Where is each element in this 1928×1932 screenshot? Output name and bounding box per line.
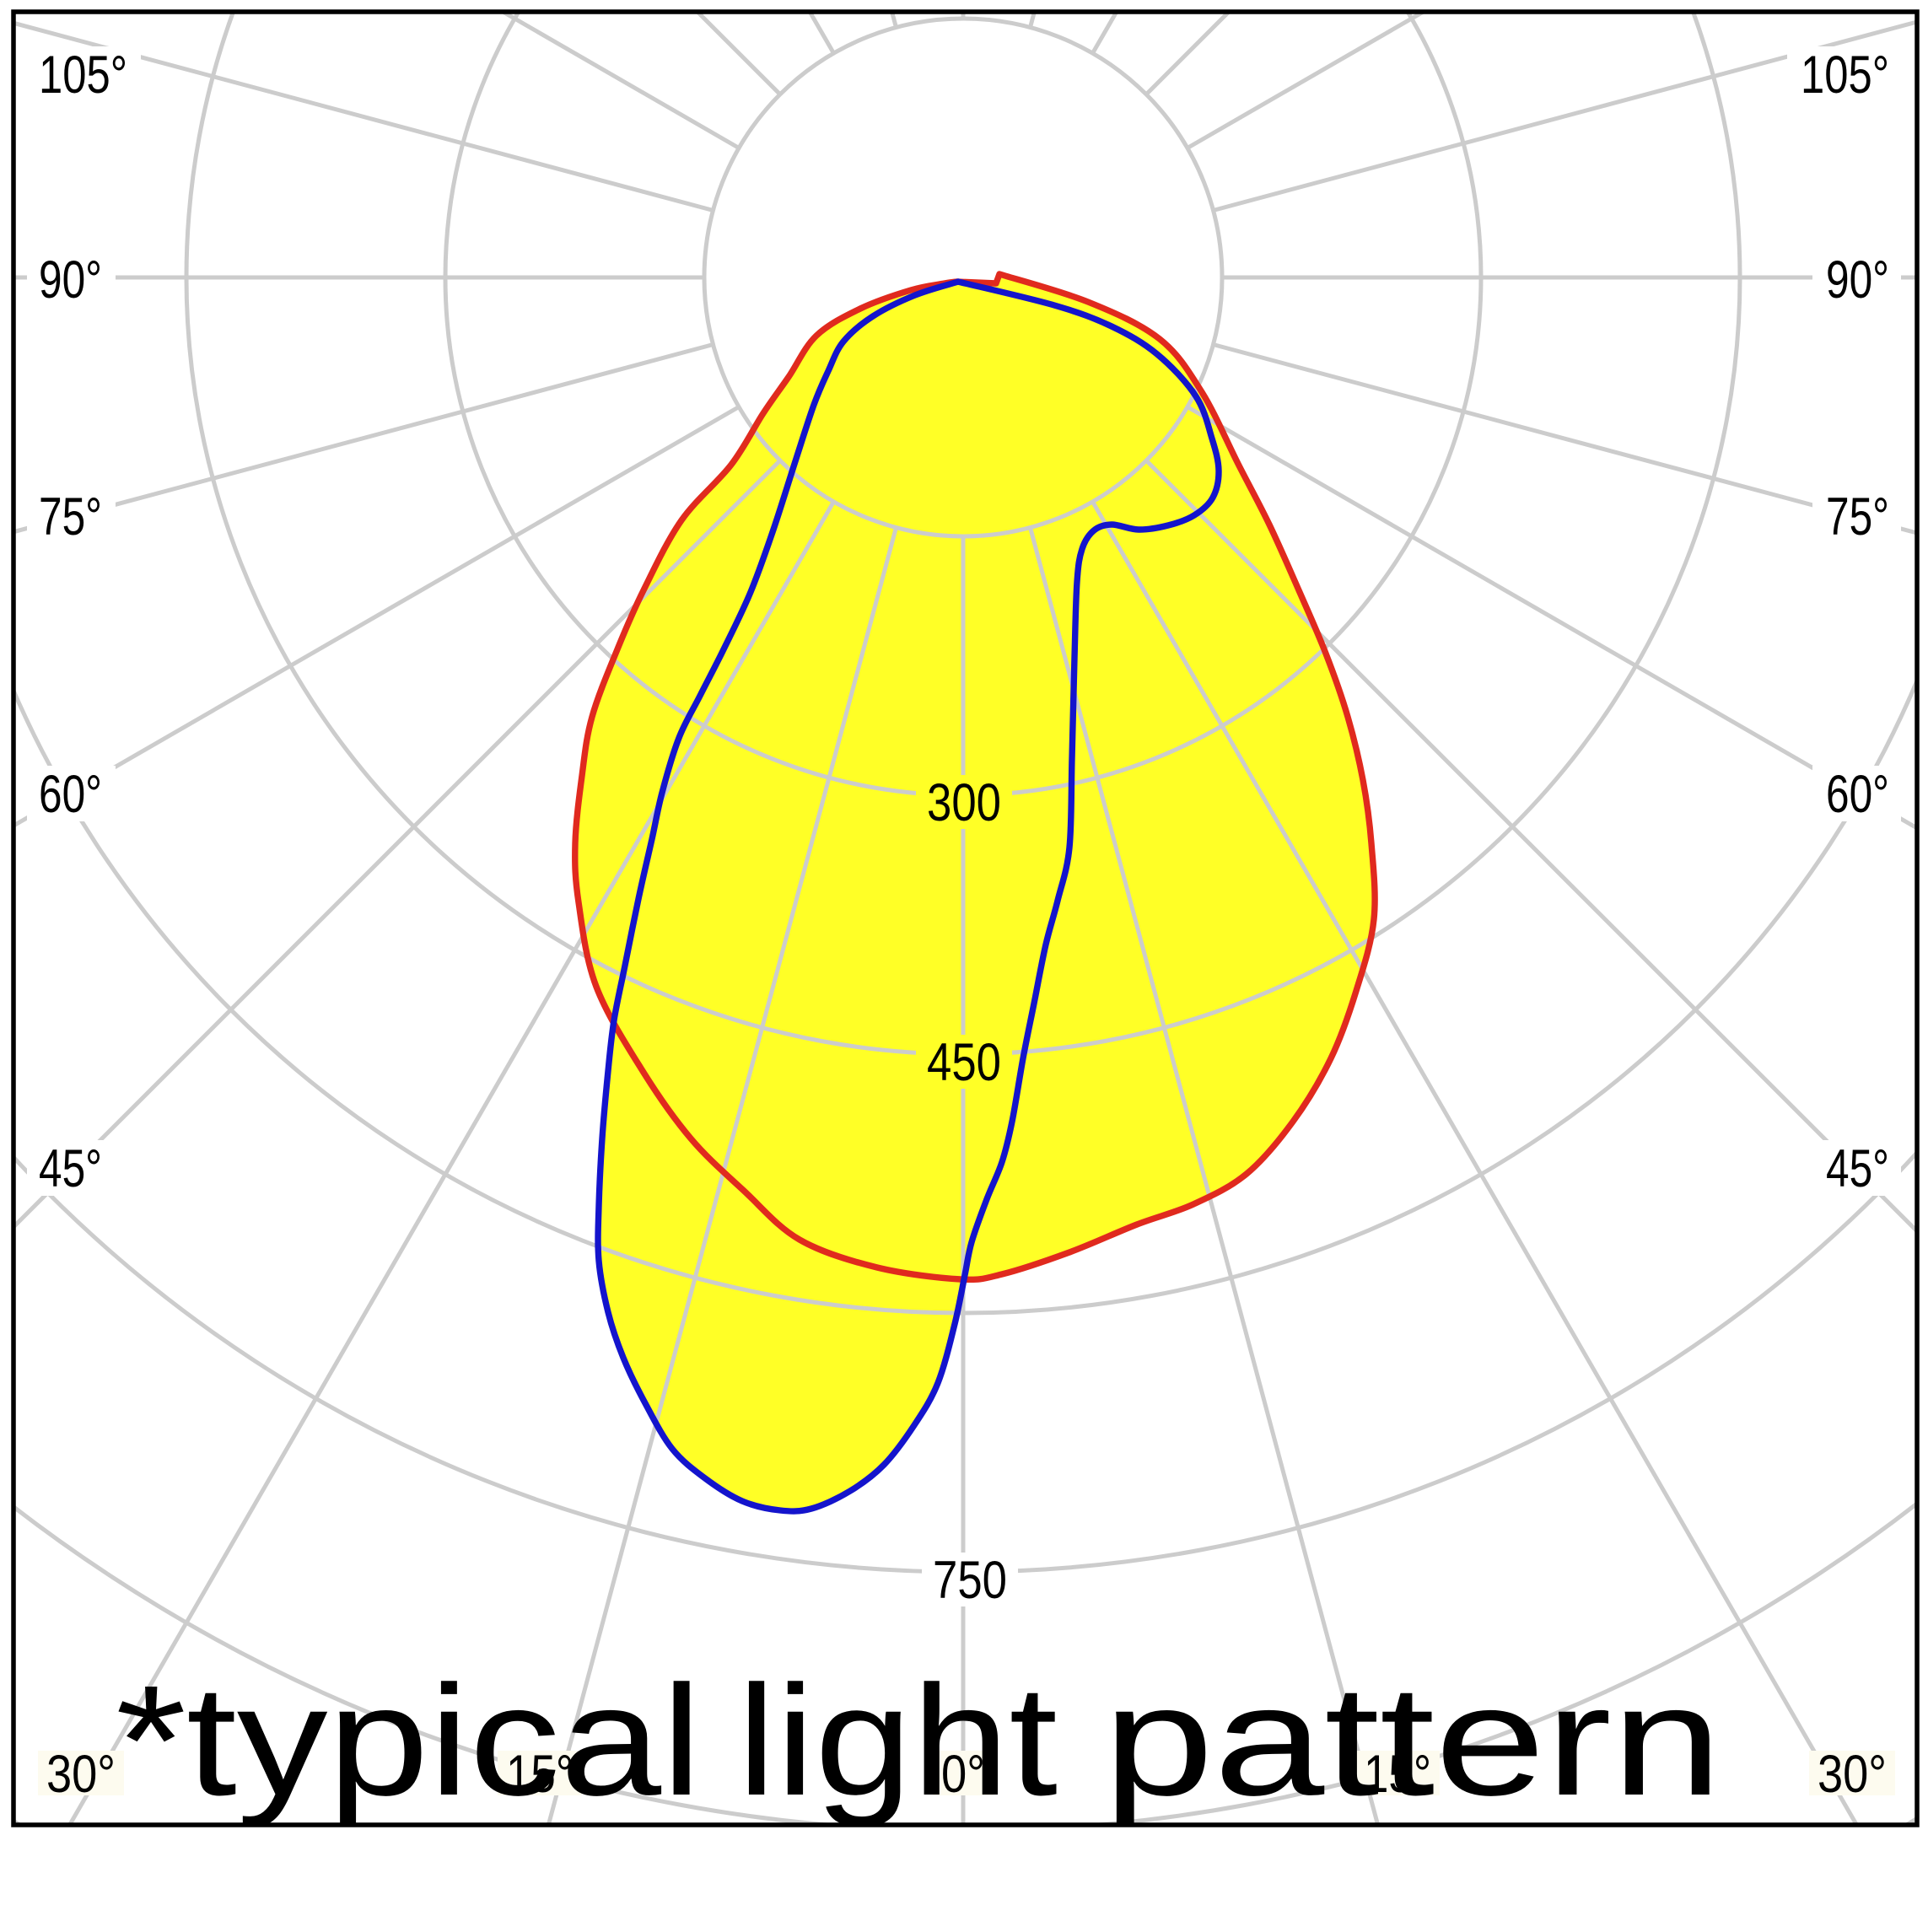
svg-text:60°: 60°: [39, 765, 102, 824]
svg-text:30°: 30°: [46, 1745, 116, 1804]
svg-text:60°: 60°: [1826, 765, 1889, 824]
svg-text:75°: 75°: [1826, 487, 1889, 546]
svg-text:75°: 75°: [39, 487, 102, 546]
svg-text:light: light: [737, 1654, 1058, 1828]
svg-text:pattern: pattern: [1103, 1654, 1722, 1828]
svg-text:30°: 30°: [1818, 1745, 1887, 1804]
svg-text:45°: 45°: [39, 1139, 102, 1198]
svg-text:45°: 45°: [1826, 1139, 1889, 1198]
svg-text:300: 300: [927, 773, 1001, 832]
svg-text:90°: 90°: [1826, 250, 1889, 309]
svg-text:750: 750: [933, 1551, 1007, 1610]
svg-text:*typical: *typical: [116, 1654, 702, 1828]
svg-text:105°: 105°: [1801, 46, 1889, 105]
svg-text:450: 450: [927, 1033, 1001, 1092]
svg-text:105°: 105°: [39, 46, 127, 105]
svg-text:90°: 90°: [39, 250, 102, 309]
